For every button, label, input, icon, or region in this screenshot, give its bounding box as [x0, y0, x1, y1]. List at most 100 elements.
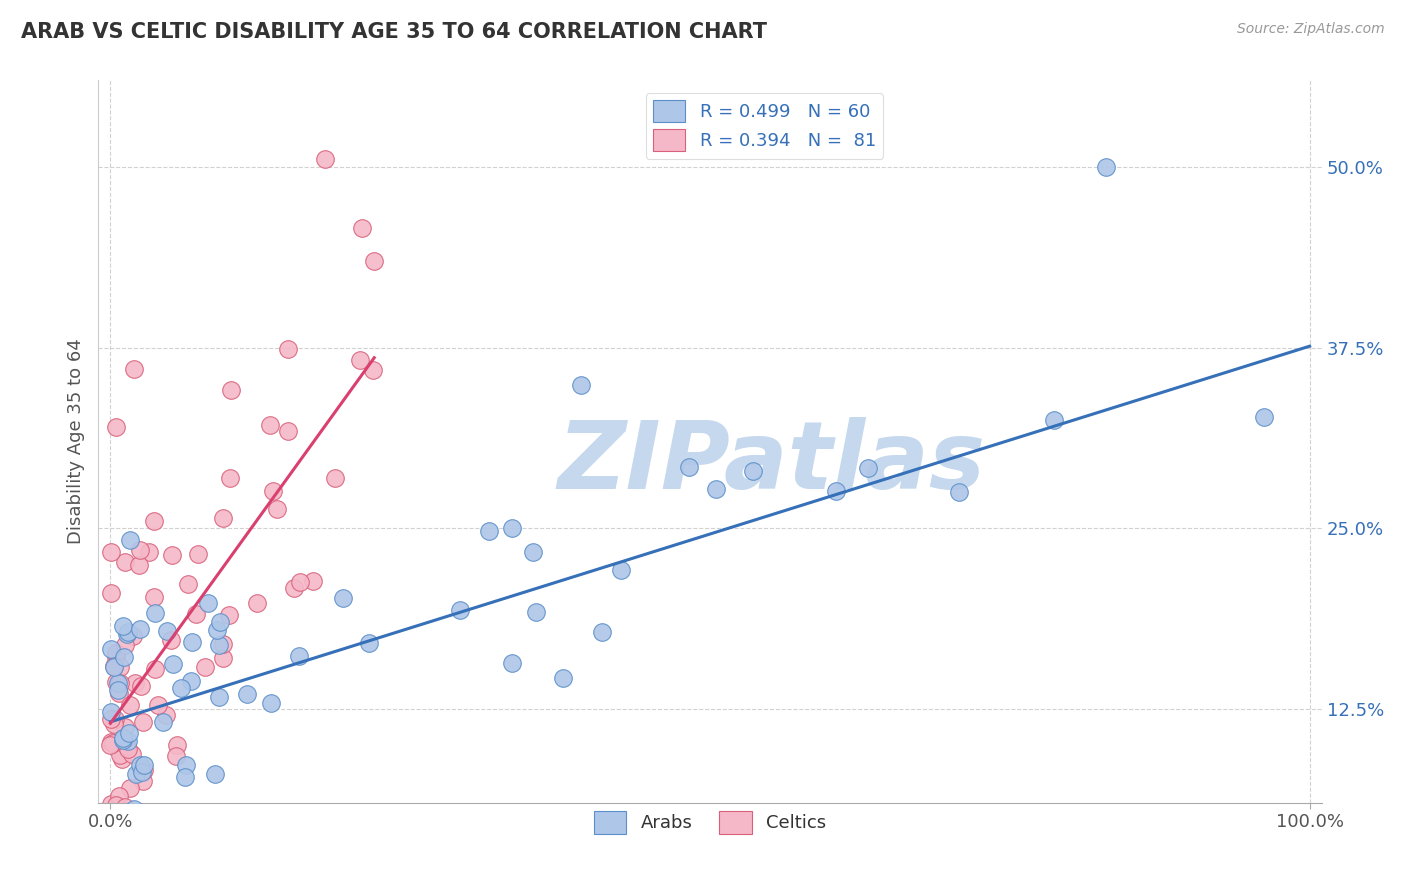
Point: [103, 658, 125, 673]
Point: [181, 635, 204, 649]
Y-axis label: Disability Age 35 to 64: Disability Age 35 to 64: [66, 339, 84, 544]
Point: [112, 649, 135, 664]
Point: [100, 586, 122, 600]
Point: [124, 362, 146, 376]
Text: ZIPatlas: ZIPatlas: [557, 417, 986, 509]
Point: [146, 698, 169, 713]
Point: [277, 343, 299, 357]
Point: [117, 734, 139, 748]
Point: [143, 607, 166, 621]
Point: [118, 822, 141, 836]
Point: [332, 591, 354, 605]
Point: [117, 627, 139, 641]
Point: [138, 544, 160, 558]
Point: [277, 424, 299, 438]
Point: [104, 649, 127, 664]
Point: [205, 623, 228, 637]
Point: [166, 738, 188, 752]
Point: [108, 789, 131, 804]
Point: [114, 720, 136, 734]
Point: [117, 739, 139, 753]
Point: [121, 747, 143, 762]
Point: [105, 420, 128, 434]
Point: [122, 807, 145, 822]
Point: [352, 221, 374, 235]
Point: [478, 524, 501, 538]
Point: [103, 717, 125, 731]
Point: [104, 712, 127, 726]
Point: [134, 763, 156, 777]
Point: [105, 646, 128, 660]
Point: [524, 605, 547, 619]
Point: [180, 673, 202, 688]
Point: [170, 681, 193, 695]
Point: [100, 712, 122, 726]
Point: [105, 797, 128, 812]
Point: [184, 607, 207, 622]
Point: [107, 686, 129, 700]
Point: [208, 690, 231, 705]
Text: Source: ZipAtlas.com: Source: ZipAtlas.com: [1237, 22, 1385, 37]
Point: [132, 715, 155, 730]
Point: [260, 696, 283, 710]
Point: [100, 705, 122, 719]
Point: [678, 460, 700, 475]
Point: [131, 765, 153, 780]
Legend: Arabs, Celtics: Arabs, Celtics: [586, 805, 834, 841]
Point: [155, 708, 177, 723]
Point: [208, 638, 231, 652]
Point: [501, 521, 523, 535]
Point: [591, 625, 613, 640]
Point: [117, 625, 139, 640]
Point: [114, 638, 136, 652]
Point: [165, 749, 187, 764]
Point: [110, 675, 132, 690]
Point: [114, 555, 136, 569]
Point: [283, 582, 305, 596]
Point: [208, 615, 231, 630]
Point: [287, 649, 309, 664]
Point: [128, 558, 150, 572]
Point: [1253, 409, 1275, 424]
Point: [117, 741, 139, 756]
Point: [105, 675, 128, 690]
Point: [357, 636, 380, 650]
Point: [363, 253, 385, 268]
Point: [571, 377, 593, 392]
Point: [221, 383, 243, 397]
Point: [211, 637, 233, 651]
Point: [553, 671, 575, 685]
Point: [132, 758, 155, 772]
Point: [174, 770, 197, 784]
Point: [266, 501, 288, 516]
Point: [349, 353, 371, 368]
Point: [129, 542, 152, 557]
Point: [1043, 413, 1066, 427]
Point: [610, 564, 633, 578]
Point: [120, 780, 142, 795]
Point: [112, 733, 135, 747]
Point: [323, 471, 346, 485]
Point: [522, 545, 544, 559]
Point: [449, 602, 471, 616]
Point: [122, 802, 145, 816]
Point: [302, 574, 325, 589]
Point: [263, 483, 285, 498]
Point: [100, 738, 122, 752]
Point: [100, 869, 122, 883]
Point: [218, 607, 240, 622]
Point: [858, 461, 880, 475]
Point: [177, 576, 200, 591]
Point: [103, 660, 125, 674]
Point: [128, 757, 150, 772]
Point: [122, 629, 145, 643]
Point: [314, 152, 336, 166]
Point: [120, 698, 142, 713]
Point: [129, 622, 152, 636]
Point: [159, 633, 181, 648]
Point: [143, 590, 166, 604]
Point: [108, 659, 131, 673]
Point: [235, 686, 257, 700]
Point: [197, 596, 219, 610]
Point: [704, 482, 727, 496]
